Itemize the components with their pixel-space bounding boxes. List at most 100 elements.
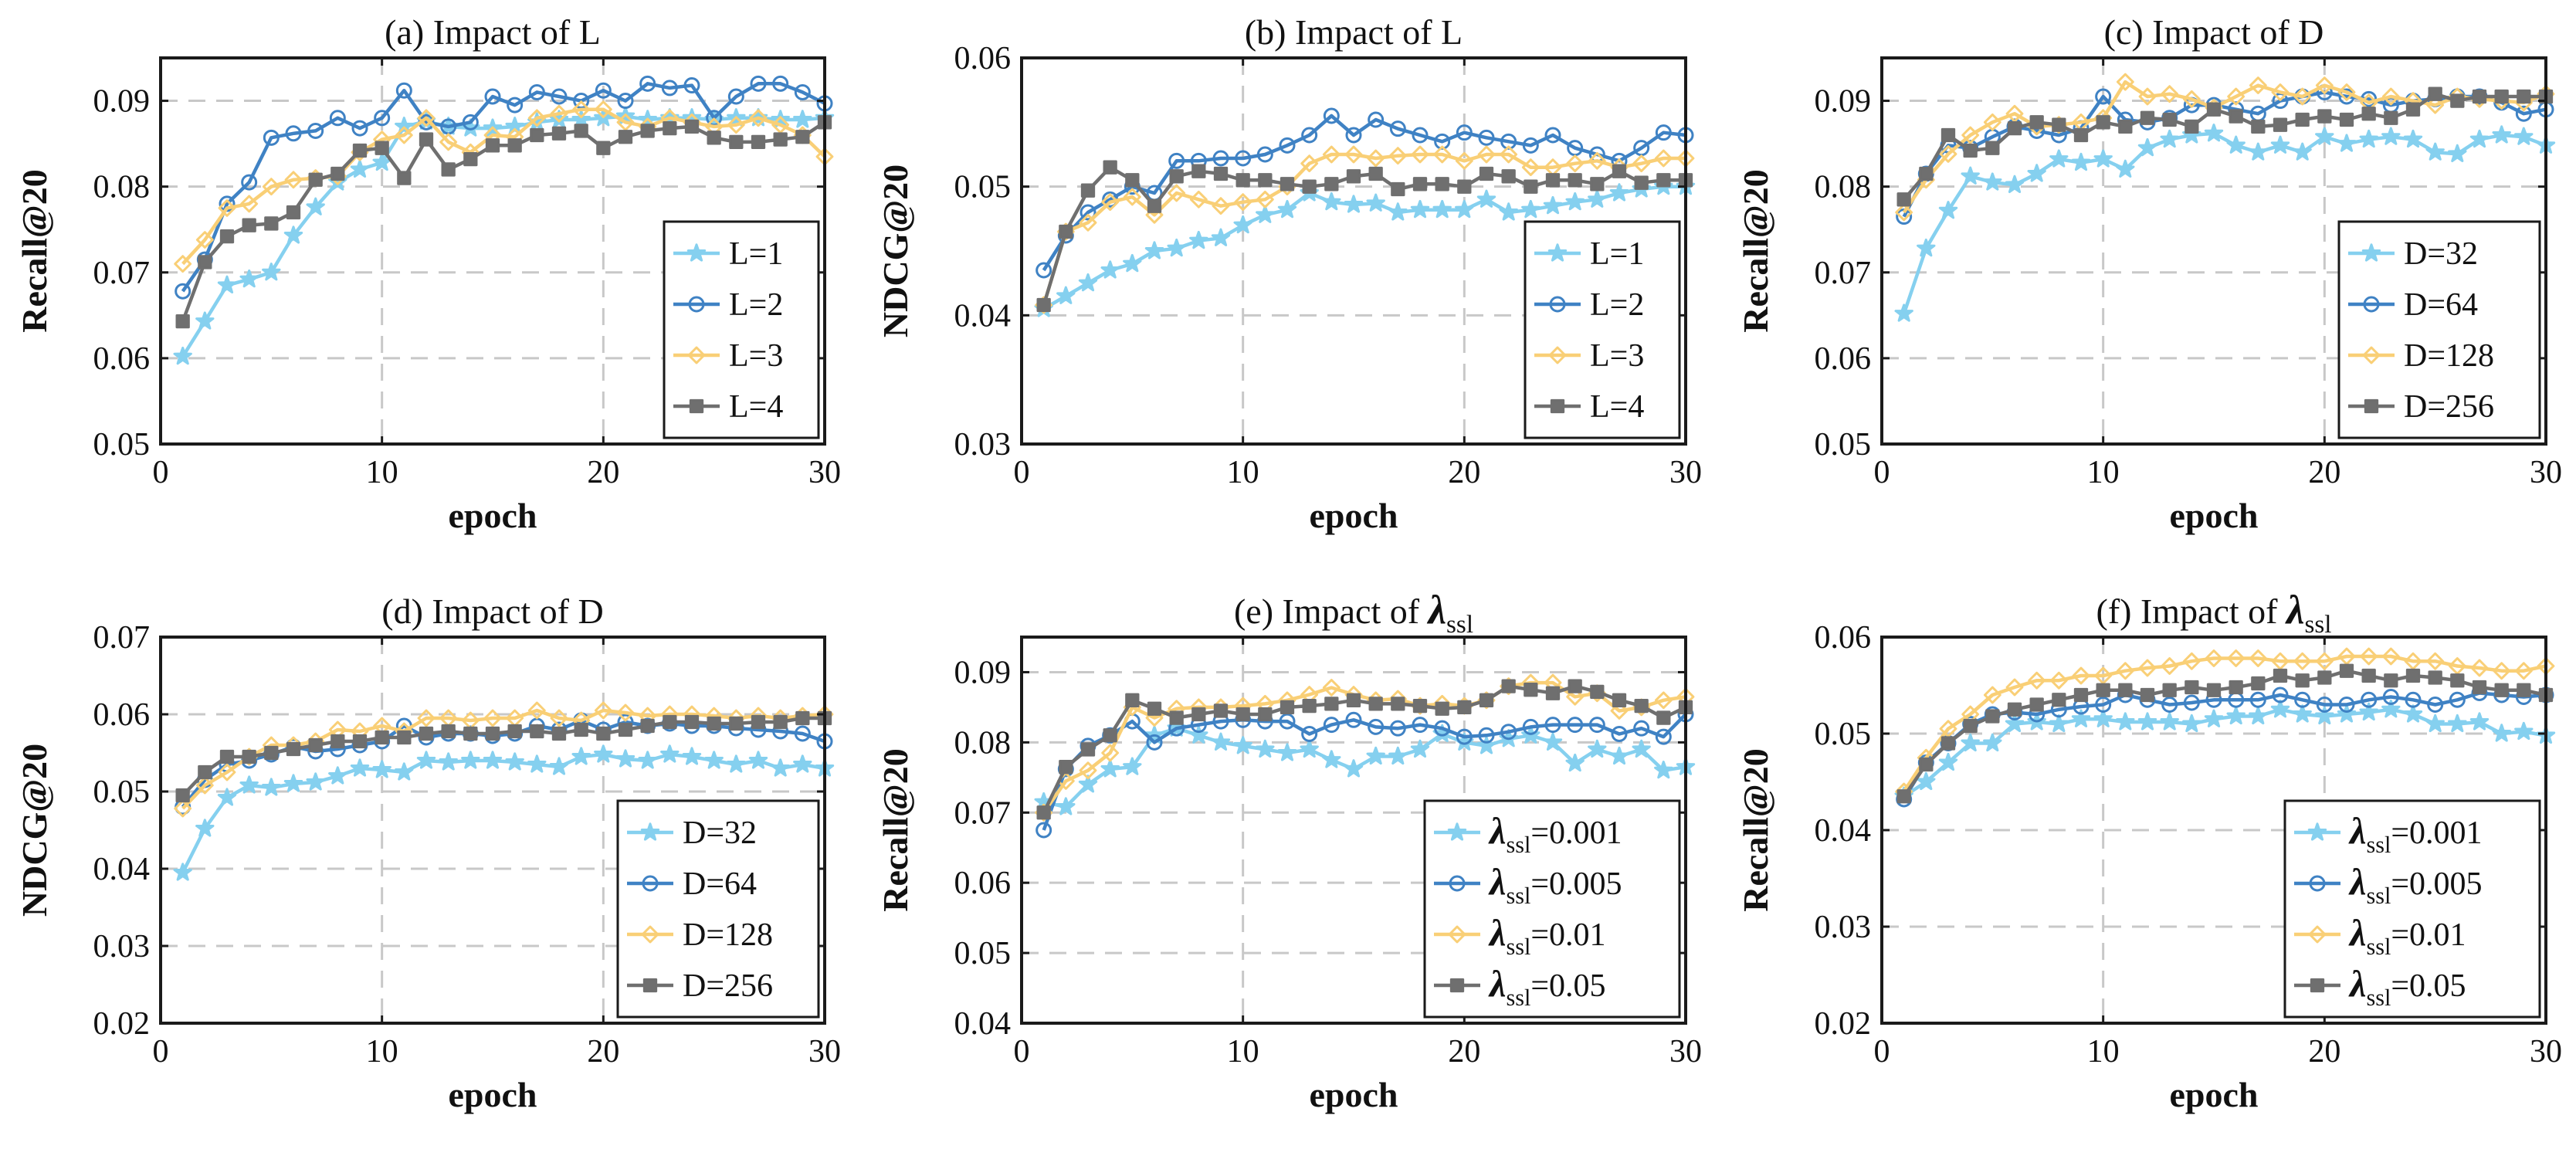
data-point [1612,164,1627,178]
data-point [2007,702,2022,717]
data-point [2185,680,2199,695]
data-point [2315,706,2334,725]
data-point [574,722,588,737]
data-point [1279,713,1296,730]
legend-marker [642,875,659,892]
data-point [2182,714,2201,733]
data-point [773,714,788,730]
data-point [351,120,368,137]
data-point [1938,752,1958,771]
x-tick-label: 10 [1227,1034,1259,1070]
data-point [2359,129,2378,148]
series-0 [1894,124,2556,322]
data-point [2161,657,2179,675]
data-point [1633,720,1650,737]
data-point [1917,238,1936,257]
data-point [1080,742,1096,757]
legend-label: D=32 [683,815,757,851]
legend-marker [642,978,658,993]
legend-item-2: L=3 [673,338,783,374]
data-point [175,788,190,803]
data-point [505,752,524,771]
data-point [640,124,655,138]
data-point [441,724,456,739]
data-point [615,749,636,768]
legend-label: D=128 [683,917,773,953]
data-point [771,758,790,777]
data-point [1368,166,1383,181]
y-tick-label: 0.06 [1815,620,1872,656]
data-point [527,109,546,127]
data-point [1479,166,1494,181]
series-line [1902,654,2547,793]
data-point [550,709,568,727]
data-point [2293,142,2312,161]
y-tick-label: 0.06 [93,341,151,377]
data-point [2005,175,2025,193]
axes-frame [1880,56,2547,446]
chart-title: (a) Impact of L [385,12,601,52]
data-point [2029,115,2044,130]
data-point [1388,147,1407,165]
legend-marker [1549,296,1566,313]
y-axis-label: Recall@20 [1736,748,1775,911]
legend-marker [1449,978,1465,993]
data-point [663,714,677,730]
data-point [219,749,235,764]
data-point [1634,698,1649,714]
data-point [1501,679,1516,693]
legend-marker [2362,346,2381,364]
data-point [1168,152,1185,169]
data-point [1211,732,1231,751]
data-point [2428,86,2442,101]
data-point [1100,260,1120,279]
series-1 [1035,706,1694,839]
legend-marker [641,925,659,944]
data-point [2359,702,2378,721]
data-point [1367,149,1385,168]
data-point [1896,789,1911,804]
data-point [2182,90,2201,108]
data-point [1545,173,1561,188]
data-point [1391,697,1405,711]
data-point [1123,253,1142,273]
data-point [1478,129,1495,146]
data-point [439,133,458,151]
chart-panel-4: 0 10 20 30 0.04 0.05 0.06 0.07 0.08 0.09 (e) Impac… [876,588,1702,1114]
data-point [1940,736,1956,751]
data-point [2052,693,2066,707]
legend-label: L=1 [1590,236,1644,272]
data-point [2337,704,2357,723]
data-point [1456,124,1473,141]
data-point [2361,107,2376,121]
legend-item-3: λssl=0.05 [1434,964,1606,1011]
data-point [1983,733,2002,752]
legend-item-2: D=128 [627,917,773,953]
legend-item-0: D=32 [2348,236,2478,272]
chart-panel-1: 0 10 20 30 0.03 0.04 0.05 0.06 (b) Impact of L ep… [876,12,1702,535]
data-point [2381,87,2400,106]
x-tick-label: 30 [2530,1034,2562,1070]
legend-item-2: D=128 [2348,338,2494,374]
legend-label: L=3 [729,338,783,374]
data-point [417,109,436,127]
data-point [1368,718,1385,735]
data-point [419,726,434,741]
data-point [1322,192,1341,211]
data-point [195,311,215,330]
data-point [218,763,236,781]
data-point [2249,691,2266,708]
data-point [264,216,279,231]
x-tick-label: 20 [587,455,619,490]
data-point [683,77,700,94]
data-point [2227,649,2246,667]
legend-marker [2307,822,2327,841]
data-point [2448,144,2467,162]
data-point [462,114,479,131]
legend-item-1: λssl=0.005 [1434,862,1622,909]
data-point [1235,150,1252,167]
data-point [1455,199,1474,219]
data-point [2185,119,2199,134]
data-point [174,255,192,273]
data-point [2270,135,2290,154]
